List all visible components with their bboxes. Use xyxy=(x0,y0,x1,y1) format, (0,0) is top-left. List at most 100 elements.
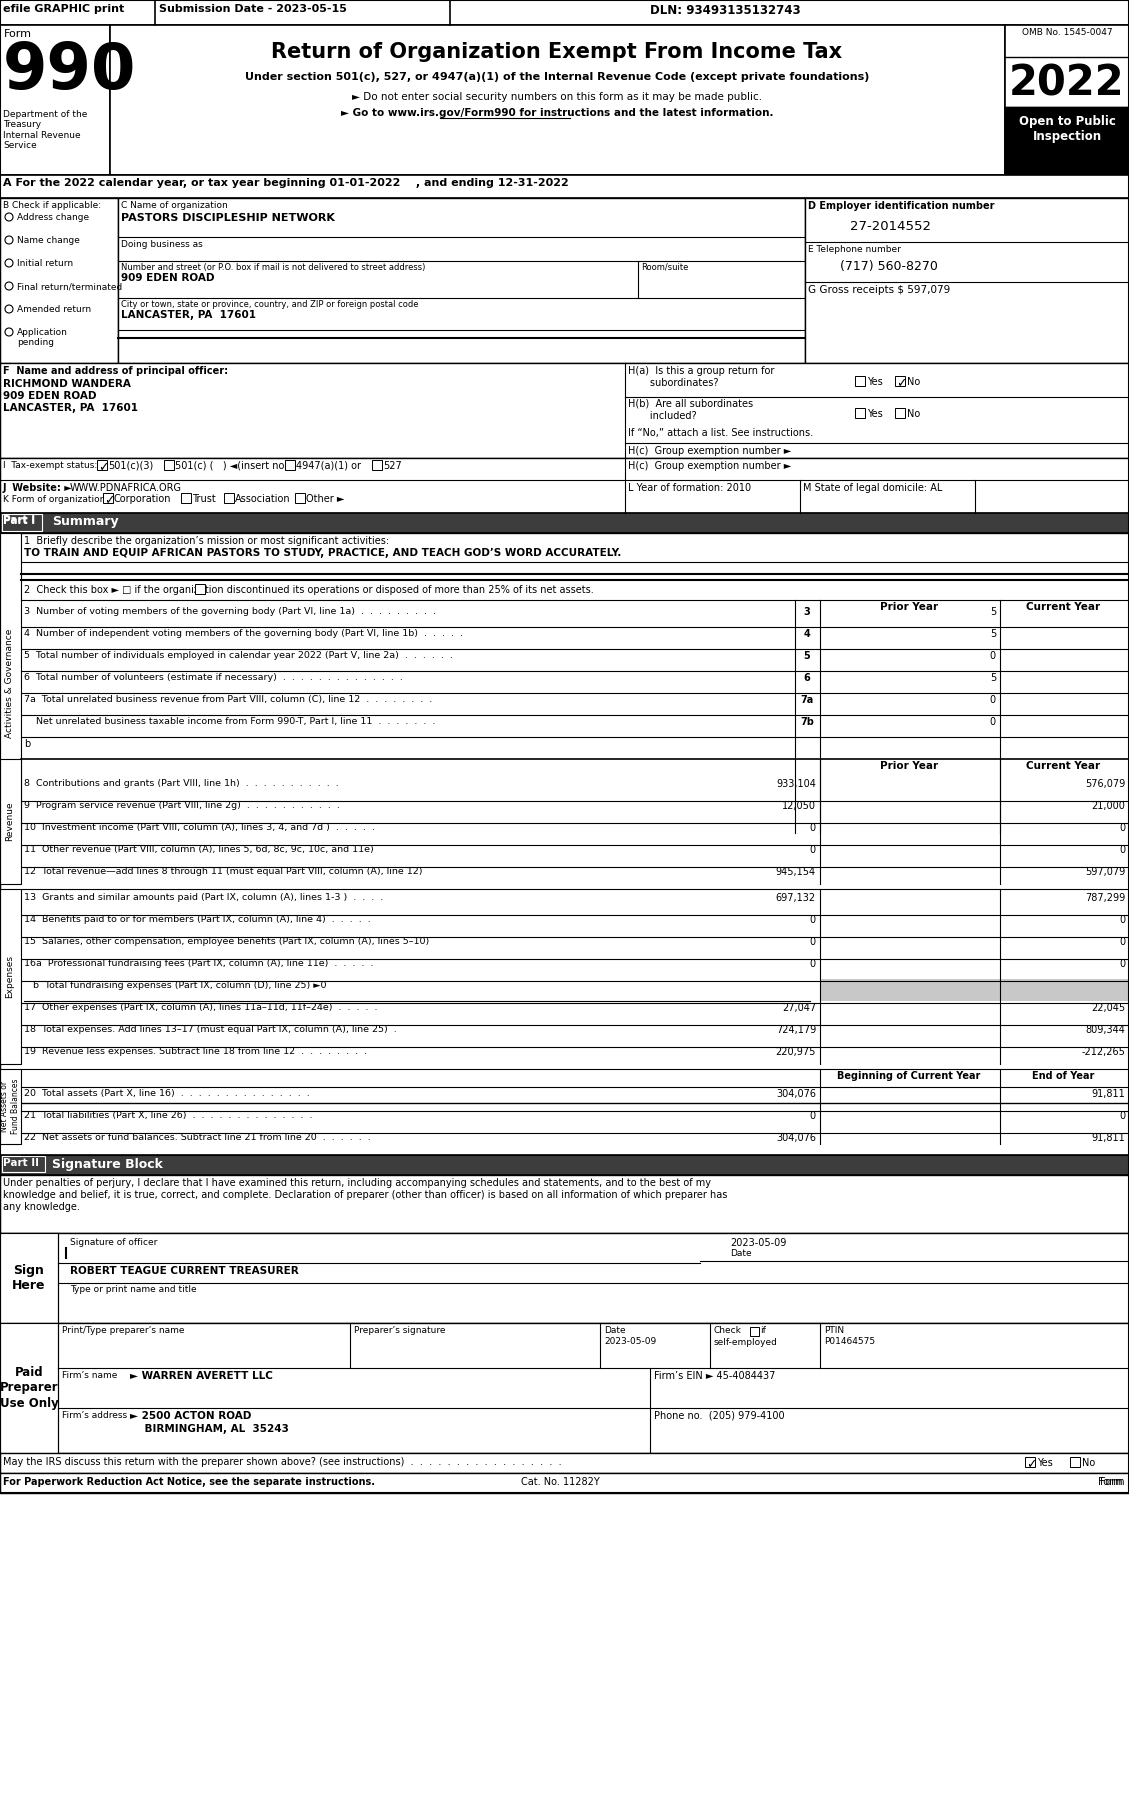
Text: F  Name and address of principal officer:: F Name and address of principal officer: xyxy=(3,366,228,375)
Text: Net unrelated business taxable income from Form 990-T, Part I, line 11  .  .  . : Net unrelated business taxable income fr… xyxy=(24,717,436,726)
Text: K Form of organization:: K Form of organization: xyxy=(3,495,108,504)
Text: 0: 0 xyxy=(809,824,816,833)
Text: Amended return: Amended return xyxy=(17,305,91,314)
Text: 933,104: 933,104 xyxy=(776,778,816,789)
Text: WWW.PDNAFRICA.ORG: WWW.PDNAFRICA.ORG xyxy=(70,483,182,493)
Text: ✓: ✓ xyxy=(98,461,108,473)
Text: 2  Check this box ► □ if the organization discontinued its operations or dispose: 2 Check this box ► □ if the organization… xyxy=(24,584,594,595)
Text: 0: 0 xyxy=(1119,914,1124,925)
Text: Check: Check xyxy=(714,1326,742,1335)
Bar xyxy=(1025,1457,1035,1468)
Bar xyxy=(195,584,205,593)
Text: included?: included? xyxy=(628,412,697,421)
Text: Part II: Part II xyxy=(3,1157,40,1168)
Text: 6  Total number of volunteers (estimate if necessary)  .  .  .  .  .  .  .  .  .: 6 Total number of volunteers (estimate i… xyxy=(24,673,403,682)
Text: 12,050: 12,050 xyxy=(782,802,816,811)
Text: Firm’s EIN ► 45-4084437: Firm’s EIN ► 45-4084437 xyxy=(654,1371,776,1380)
Text: 14  Benefits paid to or for members (Part IX, column (A), line 4)  .  .  .  .  .: 14 Benefits paid to or for members (Part… xyxy=(24,914,370,923)
Bar xyxy=(0,0,1129,1493)
Text: Submission Date - 2023-05-15: Submission Date - 2023-05-15 xyxy=(159,4,347,15)
Text: Paid
Preparer
Use Only: Paid Preparer Use Only xyxy=(0,1366,59,1409)
Text: b: b xyxy=(24,738,30,749)
Text: Doing business as: Doing business as xyxy=(121,239,203,249)
Text: Type or print name and title: Type or print name and title xyxy=(70,1284,196,1293)
Text: 0: 0 xyxy=(1119,845,1124,854)
Text: self-employed: self-employed xyxy=(714,1339,778,1348)
Text: DLN: 93493135132743: DLN: 93493135132743 xyxy=(650,4,800,16)
Text: 787,299: 787,299 xyxy=(1085,892,1124,903)
Text: RICHMOND WANDERA: RICHMOND WANDERA xyxy=(3,379,131,388)
Text: End of Year: End of Year xyxy=(1032,1070,1094,1081)
Text: Address change: Address change xyxy=(17,212,89,221)
Bar xyxy=(0,25,110,174)
Bar xyxy=(855,408,865,417)
Text: 3: 3 xyxy=(804,608,811,617)
Text: 0: 0 xyxy=(809,938,816,947)
Text: 0: 0 xyxy=(1119,960,1124,969)
Text: Revenue: Revenue xyxy=(6,802,15,842)
Bar xyxy=(295,493,305,502)
Text: Number and street (or P.O. box if mail is not delivered to street address): Number and street (or P.O. box if mail i… xyxy=(121,263,426,272)
Text: BIRMINGHAM, AL  35243: BIRMINGHAM, AL 35243 xyxy=(130,1424,289,1435)
Text: Corporation: Corporation xyxy=(114,493,172,504)
Bar xyxy=(895,408,905,417)
Text: Under penalties of perjury, I declare that I have examined this return, includin: Under penalties of perjury, I declare th… xyxy=(3,1177,711,1188)
Text: Name change: Name change xyxy=(17,236,80,245)
Text: Return of Organization Exempt From Income Tax: Return of Organization Exempt From Incom… xyxy=(271,42,842,62)
Text: 5: 5 xyxy=(990,608,996,617)
Bar xyxy=(0,1322,58,1453)
Text: Part I: Part I xyxy=(3,515,35,524)
Bar xyxy=(750,1328,759,1335)
Text: Yes: Yes xyxy=(867,408,883,419)
Text: 990: 990 xyxy=(3,40,137,102)
Text: ► Do not enter social security numbers on this form as it may be made public.: ► Do not enter social security numbers o… xyxy=(352,93,762,102)
Text: 27,047: 27,047 xyxy=(782,1003,816,1012)
Text: Initial return: Initial return xyxy=(17,259,73,268)
Text: E Telephone number: E Telephone number xyxy=(808,245,901,254)
Text: subordinates?: subordinates? xyxy=(628,377,718,388)
Text: ✓: ✓ xyxy=(896,377,907,390)
Text: I  Tax-exempt status:: I Tax-exempt status: xyxy=(3,461,97,470)
Text: 597,079: 597,079 xyxy=(1085,867,1124,876)
Text: Yes: Yes xyxy=(867,377,883,386)
Text: OMB No. 1545-0047: OMB No. 1545-0047 xyxy=(1022,27,1112,36)
Text: PTIN: PTIN xyxy=(824,1326,844,1335)
Text: No: No xyxy=(907,377,920,386)
Text: 0: 0 xyxy=(1119,1110,1124,1121)
Text: Preparer’s signature: Preparer’s signature xyxy=(355,1326,446,1335)
Text: Current Year: Current Year xyxy=(1026,762,1100,771)
Text: any knowledge.: any knowledge. xyxy=(3,1203,80,1212)
Bar xyxy=(0,758,21,883)
Bar xyxy=(1070,1457,1080,1468)
Text: No: No xyxy=(1082,1458,1095,1468)
Text: 0: 0 xyxy=(990,717,996,727)
Text: 220,975: 220,975 xyxy=(776,1047,816,1058)
Bar xyxy=(0,1234,58,1322)
Text: 304,076: 304,076 xyxy=(776,1088,816,1099)
Text: Phone no.  (205) 979-4100: Phone no. (205) 979-4100 xyxy=(654,1411,785,1420)
Text: Summary: Summary xyxy=(52,515,119,528)
Text: Open to Public
Inspection: Open to Public Inspection xyxy=(1018,114,1115,143)
Text: Net Assets or
Fund Balances: Net Assets or Fund Balances xyxy=(0,1078,19,1134)
Text: Date: Date xyxy=(730,1250,752,1257)
Text: Expenses: Expenses xyxy=(6,954,15,998)
Bar xyxy=(1005,25,1129,174)
Bar xyxy=(820,980,1129,1001)
Text: 4  Number of independent voting members of the governing body (Part VI, line 1b): 4 Number of independent voting members o… xyxy=(24,629,463,639)
Text: 5: 5 xyxy=(804,651,811,660)
Text: For Paperwork Reduction Act Notice, see the separate instructions.: For Paperwork Reduction Act Notice, see … xyxy=(3,1477,375,1487)
Text: Part I: Part I xyxy=(3,515,35,526)
Text: Room/suite: Room/suite xyxy=(641,263,689,272)
Text: 17  Other expenses (Part IX, column (A), lines 11a–11d, 11f–24e)  .  .  .  .  .: 17 Other expenses (Part IX, column (A), … xyxy=(24,1003,377,1012)
Text: H(b)  Are all subordinates: H(b) Are all subordinates xyxy=(628,399,753,408)
Text: 5: 5 xyxy=(990,673,996,684)
Text: 21  Total liabilities (Part X, line 26)  .  .  .  .  .  .  .  .  .  .  .  .  .  : 21 Total liabilities (Part X, line 26) .… xyxy=(24,1110,313,1119)
Text: H(c)  Group exemption number ►: H(c) Group exemption number ► xyxy=(628,461,791,472)
Text: PASTORS DISCIPLESHIP NETWORK: PASTORS DISCIPLESHIP NETWORK xyxy=(121,212,335,223)
Text: 0: 0 xyxy=(809,914,816,925)
Text: 3  Number of voting members of the governing body (Part VI, line 1a)  .  .  .  .: 3 Number of voting members of the govern… xyxy=(24,608,436,617)
Text: Other ►: Other ► xyxy=(306,493,344,504)
Bar xyxy=(164,461,174,470)
Text: 0: 0 xyxy=(809,960,816,969)
Text: 0: 0 xyxy=(809,845,816,854)
